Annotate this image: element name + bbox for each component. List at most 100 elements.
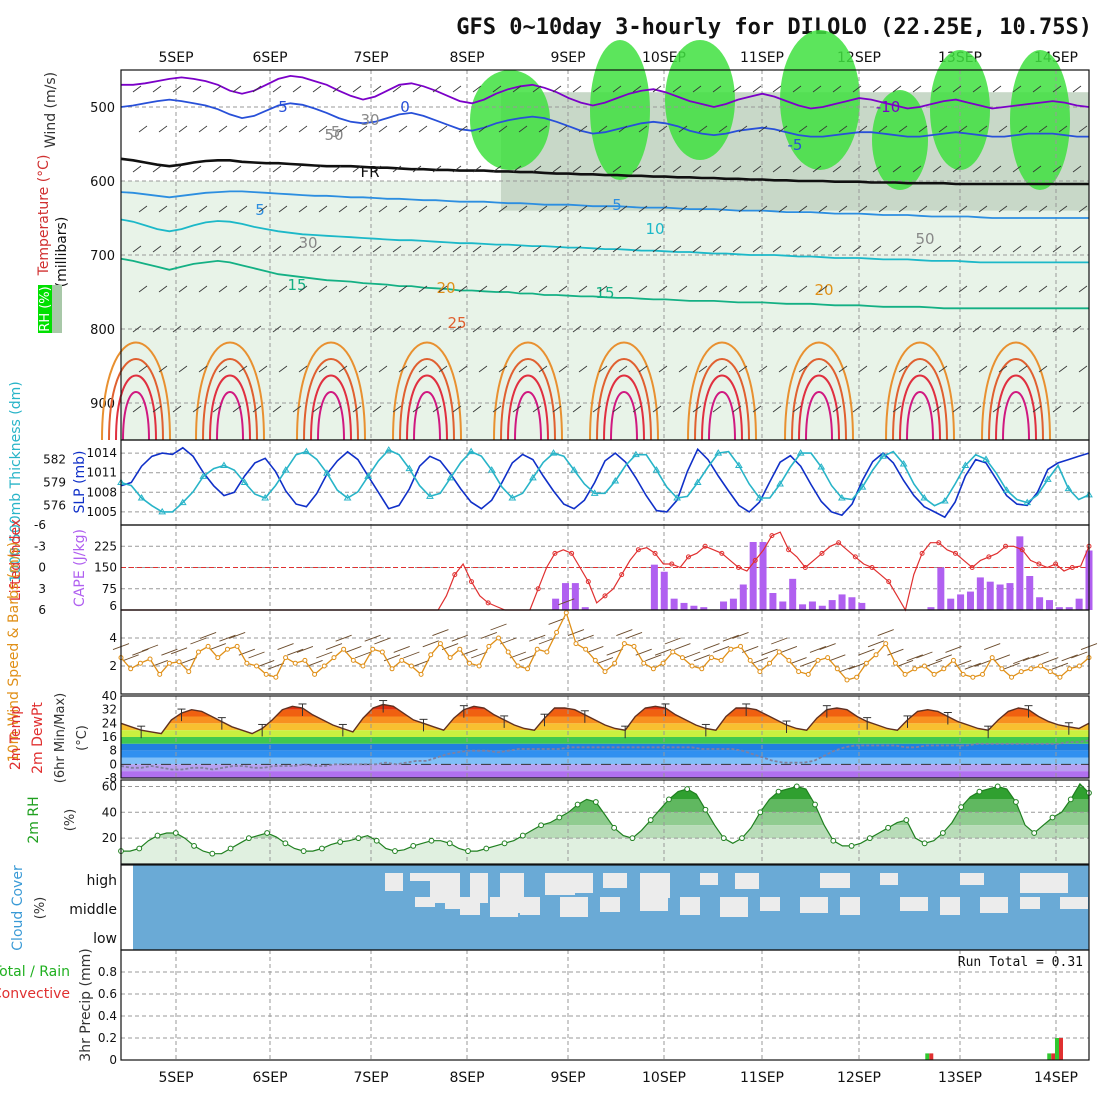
wind-barb: [552, 325, 562, 333]
temperature-contour: [995, 374, 1037, 441]
data-point: [292, 660, 298, 666]
wind-barb: [1078, 205, 1088, 213]
data-point: [1047, 669, 1053, 675]
wind-barb: [335, 634, 352, 642]
data-point: [426, 492, 434, 499]
wind-barb: [212, 405, 222, 413]
date-label: 5SEP: [158, 50, 193, 66]
wind-barb: [451, 634, 468, 642]
wind-barb: [612, 245, 622, 253]
wind-barb: [500, 637, 517, 645]
data-point: [379, 649, 385, 655]
data-point: [718, 657, 724, 663]
wind-barb: [752, 85, 762, 93]
wind-barb: [658, 205, 668, 213]
wind-barb: [632, 165, 642, 173]
data-point: [767, 660, 773, 666]
date-label: 10SEP: [642, 1070, 686, 1086]
data-point: [485, 600, 491, 606]
wind-barb: [532, 85, 542, 93]
wind-barb: [678, 205, 688, 213]
wind-barb: [1071, 651, 1088, 659]
rh-axis-title: 2m RH: [26, 796, 42, 843]
temperature-contour: [303, 358, 359, 441]
wind-barb: [352, 405, 362, 413]
wind-barb: [672, 165, 682, 173]
wind-barb: [592, 245, 602, 253]
wind-barb: [198, 205, 208, 213]
temperature-band: [121, 771, 1089, 778]
temperature-contour: [784, 341, 854, 441]
thickness-axis-title: 1000-500mb Thickness (dm): [8, 381, 24, 582]
wind-barb: [312, 325, 322, 333]
wind-barb: [712, 245, 722, 253]
wind-barb: [138, 365, 148, 373]
wind-barb: [1012, 325, 1022, 333]
data-point: [486, 643, 492, 649]
data-point: [752, 557, 758, 563]
data-point: [300, 848, 307, 854]
wind-barb: [471, 651, 488, 659]
wind-barb: [132, 405, 142, 413]
wind-barb: [1078, 125, 1088, 133]
wind-barb: [792, 165, 802, 173]
wind-barb: [512, 165, 522, 173]
data-point: [1009, 674, 1015, 680]
wind-barb: [452, 165, 462, 173]
wind-axis-title: Wind (m/s): [43, 72, 59, 148]
wind-barb: [132, 648, 149, 656]
wind-barb: [852, 405, 862, 413]
wind-barb: [572, 325, 582, 333]
cloud-block: [410, 873, 434, 881]
wind-barb: [378, 365, 388, 373]
wind-barb: [338, 285, 348, 293]
wind-barb: [618, 365, 628, 373]
data-point: [611, 824, 618, 831]
data-point: [186, 669, 192, 675]
data-point: [689, 663, 695, 669]
wind-barb: [587, 645, 604, 653]
wind-barb: [596, 657, 614, 665]
y-category-label: low: [93, 931, 117, 947]
wind-barb: [1032, 325, 1042, 333]
date-label: 11SEP: [740, 1070, 784, 1086]
temperature-contour: [610, 391, 638, 441]
y-tick-label: 600: [90, 175, 115, 190]
wind-barb: [512, 85, 522, 93]
date-label: 5SEP: [158, 1070, 193, 1086]
wind-barb: [312, 245, 322, 253]
data-point: [468, 579, 474, 585]
cloud-block: [735, 873, 759, 889]
wind-barb: [306, 659, 323, 667]
wind-barb: [538, 637, 556, 645]
contour-label: -10: [876, 98, 901, 116]
wind-barb: [518, 125, 528, 133]
data-point: [1002, 486, 1011, 493]
wind-barb: [632, 325, 642, 333]
wind-barb: [229, 631, 246, 639]
wind-barb: [918, 285, 928, 293]
wind-barb: [452, 245, 462, 253]
wind-barb: [152, 405, 162, 413]
cape-bar: [838, 594, 846, 610]
wind-barb: [209, 643, 226, 651]
rh-blob: [872, 90, 928, 190]
data-point: [912, 666, 918, 672]
wind-barb: [258, 205, 268, 213]
wind-barb: [548, 617, 565, 625]
y-tick-label: 0.8: [98, 965, 117, 979]
wind-barb: [338, 125, 348, 133]
data-point: [215, 655, 221, 661]
wind-barb: [178, 285, 188, 293]
wind-barb: [838, 125, 848, 133]
y-tick-label: 40: [102, 689, 117, 703]
data-point: [1038, 663, 1044, 669]
wind-barb: [512, 405, 522, 413]
y-tick-label: 225: [94, 539, 117, 553]
cloud-block: [545, 873, 575, 895]
wind-barb: [472, 405, 482, 413]
wind-barb: [1072, 245, 1082, 253]
temperature-contour: [399, 358, 455, 441]
wind-barb: [458, 205, 468, 213]
wind-barb: [712, 405, 722, 413]
